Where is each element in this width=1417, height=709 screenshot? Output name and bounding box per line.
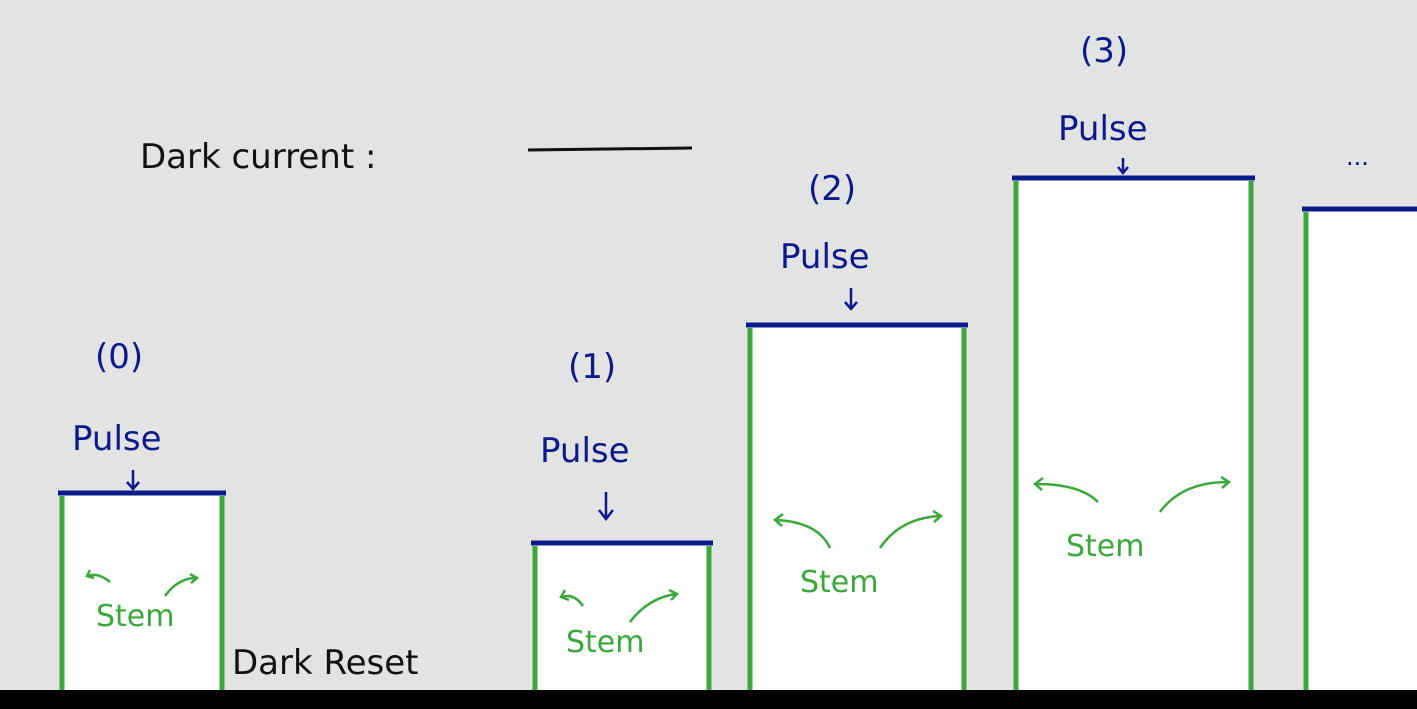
pulse-0-box [60,493,223,709]
bottom-bar [0,690,1417,709]
pulse-2-number: (2) [808,169,856,209]
pulse-1: (1) Pulse Stem [531,347,713,709]
pulse-3-box [1014,178,1253,709]
pulse-3: (3) Pulse Stem [1012,31,1255,709]
pulse-1-stem-arrow-left [559,589,585,607]
pulse-0-number: (0) [95,337,143,377]
pulse-2-stem-arrow-left [773,513,832,549]
pulse-3-arrow [1117,158,1129,175]
dark-current-label: Dark current : [140,137,376,177]
pulse-2-label: Pulse [780,237,870,277]
pulse-1-box [533,543,711,709]
pulse-1-label: Pulse [540,431,630,471]
pulse-1-stem-text: Stem [566,625,645,660]
dark-current-line [527,146,693,152]
pulse-3-number: (3) [1080,31,1128,71]
pulse-0-stem-text: Stem [96,599,175,634]
pulse-0-label: Pulse [72,419,162,459]
pulse-2-arrow [844,288,858,311]
pulse-3-stem-arrow-right [1158,475,1232,513]
pulse-3-stem-text: Stem [1066,529,1145,564]
pulse-0: (0) Pulse Stem [58,337,226,709]
pulse-0-stem-arrow-right [163,572,200,597]
dark-reset-label: Dark Reset [232,643,418,683]
pulse-2: (2) Pulse Stem [746,169,968,709]
pulse-1-arrow [598,492,614,522]
ellipsis: ... [1346,143,1369,171]
pulse-2-stem-arrow-right [878,509,944,549]
pulse-1-stem-arrow-right [629,588,680,623]
pulse-next-partial: ... [1302,143,1417,709]
pulse-2-stem-text: Stem [800,565,879,600]
pulse-0-arrow [126,470,140,491]
pulse-0-stem-arrow-left [85,569,111,583]
pulse-3-stem-arrow-left [1033,477,1099,503]
pulse-1-number: (1) [568,347,616,387]
pulse-next-box [1304,209,1417,709]
pulse-3-label: Pulse [1058,109,1148,149]
